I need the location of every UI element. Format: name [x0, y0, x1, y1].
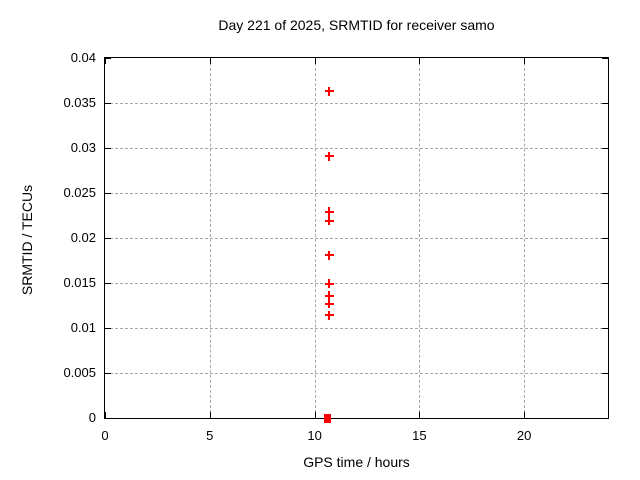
- y-gridline: [105, 373, 608, 374]
- data-point-marker: [324, 250, 334, 260]
- data-point-marker: [324, 151, 334, 161]
- x-tick: [105, 58, 106, 64]
- data-point-marker: [324, 291, 334, 301]
- x-gridline: [209, 58, 211, 418]
- y-tick: [105, 193, 111, 194]
- y-tick-label: 0.01: [70, 320, 96, 335]
- x-tick: [419, 412, 421, 418]
- data-point-marker: [324, 207, 334, 217]
- x-tick: [314, 412, 316, 418]
- x-tick: [209, 58, 211, 64]
- x-gridline: [314, 58, 316, 418]
- x-tick-label: 10: [307, 428, 322, 443]
- data-point-marker: [324, 299, 334, 309]
- x-tick: [105, 412, 106, 418]
- y-gridline: [105, 328, 608, 329]
- y-tick: [602, 103, 608, 104]
- y-tick: [602, 148, 608, 149]
- data-point-marker: [324, 310, 334, 320]
- y-tick-label: 0.035: [63, 95, 96, 110]
- y-tick: [602, 373, 608, 374]
- y-gridline: [105, 148, 608, 149]
- x-tick: [314, 58, 316, 64]
- y-tick: [105, 103, 111, 104]
- x-tick-label: 0: [101, 428, 109, 443]
- y-tick-label: 0.015: [63, 275, 96, 290]
- y-tick: [105, 283, 111, 284]
- y-tick: [602, 193, 608, 194]
- y-gridline: [105, 193, 608, 194]
- x-tick: [419, 58, 421, 64]
- y-tick: [105, 238, 111, 239]
- y-tick: [602, 283, 608, 284]
- y-gridline: [105, 238, 608, 239]
- y-gridline: [105, 283, 608, 284]
- y-tick: [105, 148, 111, 149]
- data-point-marker: [324, 279, 334, 289]
- y-gridline: [105, 103, 608, 104]
- data-point-marker: [324, 86, 334, 96]
- y-tick: [602, 418, 608, 419]
- y-tick: [602, 238, 608, 239]
- y-tick-label: 0: [88, 410, 96, 425]
- y-tick-label: 0.025: [63, 185, 96, 200]
- x-tick: [524, 58, 526, 64]
- y-tick: [105, 418, 111, 419]
- y-tick: [602, 58, 608, 59]
- x-tick: [209, 412, 211, 418]
- y-tick-label: 0.02: [70, 230, 96, 245]
- x-tick-label: 5: [206, 428, 214, 443]
- y-tick-label: 0.04: [70, 50, 96, 65]
- data-point-marker: [324, 216, 334, 226]
- y-tick-label: 0.005: [63, 365, 96, 380]
- x-tick-label: 15: [412, 428, 427, 443]
- chart-title: Day 221 of 2025, SRMTID for receiver sam…: [218, 17, 495, 33]
- y-tick-label: 0.03: [70, 140, 96, 155]
- y-tick: [105, 373, 111, 374]
- y-tick: [602, 328, 608, 329]
- x-axis-label: GPS time / hours: [303, 454, 410, 470]
- x-gridline: [419, 58, 421, 418]
- y-tick: [105, 328, 111, 329]
- plot-area: [104, 57, 609, 423]
- y-tick: [105, 58, 111, 59]
- x-gridline: [524, 58, 526, 418]
- x-tick-label: 20: [516, 428, 532, 443]
- zero-cluster-marker: [323, 413, 331, 423]
- x-tick: [524, 412, 526, 418]
